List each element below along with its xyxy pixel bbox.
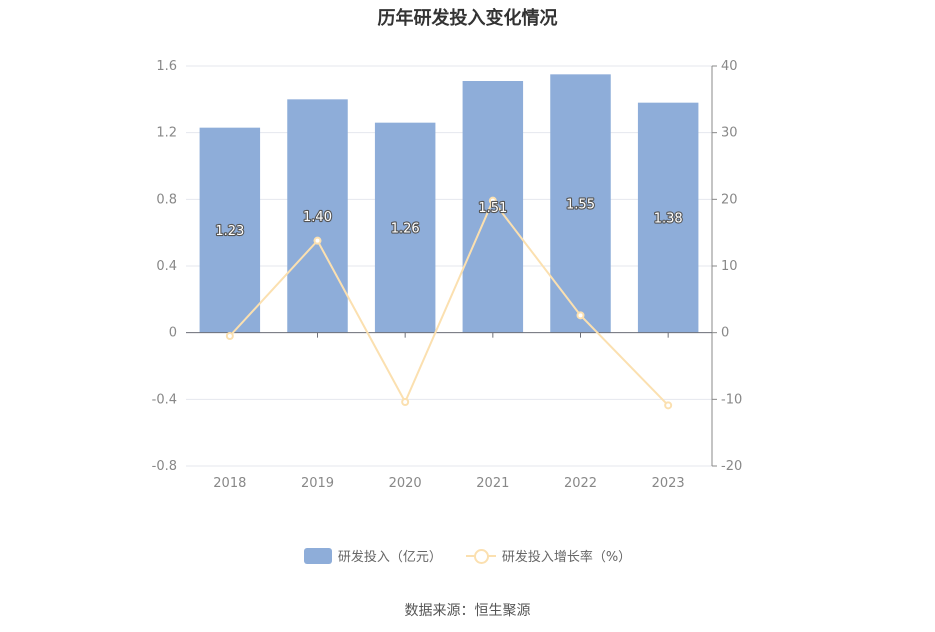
data-source: 数据来源：恒生聚源 — [404, 603, 531, 619]
bar-data-label: 1.38 — [654, 212, 683, 227]
chart-title: 历年研发投入变化情况 — [377, 8, 558, 29]
y-right-tick-label: 0 — [721, 326, 729, 341]
legend-label-growth-rate: 研发投入增长率（%） — [501, 550, 632, 565]
y-left-tick-label: 0.4 — [156, 259, 177, 274]
growth-rate-point — [664, 401, 673, 410]
bar — [199, 127, 261, 333]
legend-item-rd-investment[interactable]: 研发投入（亿元） — [303, 546, 442, 565]
y-right-tick-label: -10 — [721, 392, 742, 407]
bar — [462, 81, 524, 333]
x-tick-label: 2021 — [476, 476, 509, 491]
growth-rate-line — [229, 198, 669, 407]
y-left-tick-label: 1.6 — [156, 59, 177, 74]
legend-item-growth-rate[interactable]: 研发投入增长率（%） — [465, 546, 632, 565]
bar-data-label: 1.55 — [566, 198, 595, 213]
y-left-tick-label: -0.4 — [152, 392, 177, 407]
x-tick-label: 2019 — [301, 476, 334, 491]
growth-rate-point — [313, 236, 322, 245]
bar — [637, 102, 699, 333]
y-right-tick-label: 10 — [721, 259, 738, 274]
y-right-tick-label: 20 — [721, 192, 738, 207]
y-left-tick-label: 0 — [169, 326, 177, 341]
x-tick-label: 2018 — [213, 476, 246, 491]
growth-rate-point — [225, 332, 234, 340]
y-left-tick-label: -0.8 — [152, 459, 177, 474]
bar-data-label: 1.51 — [478, 201, 507, 216]
bar — [287, 99, 348, 333]
legend: 研发投入（亿元） 研发投入增长率（%） — [0, 546, 935, 565]
y-right-tick-label: -20 — [721, 459, 742, 474]
bar — [374, 122, 436, 333]
bar-data-label: 1.23 — [215, 224, 244, 239]
y-left-tick-label: 1.2 — [156, 126, 177, 141]
growth-rate-point — [576, 311, 585, 320]
y-right-tick-label: 30 — [721, 126, 738, 141]
y-right-tick-label: 40 — [721, 59, 738, 74]
x-tick-label: 2020 — [389, 476, 422, 491]
legend-label-rd-investment: 研发投入（亿元） — [337, 550, 442, 565]
growth-rate-point — [401, 398, 410, 406]
legend-swatch-line — [465, 548, 496, 564]
legend-swatch-bar — [303, 547, 332, 564]
y-left-tick-label: 0.8 — [156, 192, 177, 207]
growth-rate-point — [488, 196, 497, 205]
x-tick-label: 2023 — [652, 476, 685, 491]
bar-data-label: 1.26 — [391, 222, 420, 237]
x-tick-label: 2022 — [564, 476, 597, 491]
bar-data-label: 1.40 — [303, 210, 332, 225]
